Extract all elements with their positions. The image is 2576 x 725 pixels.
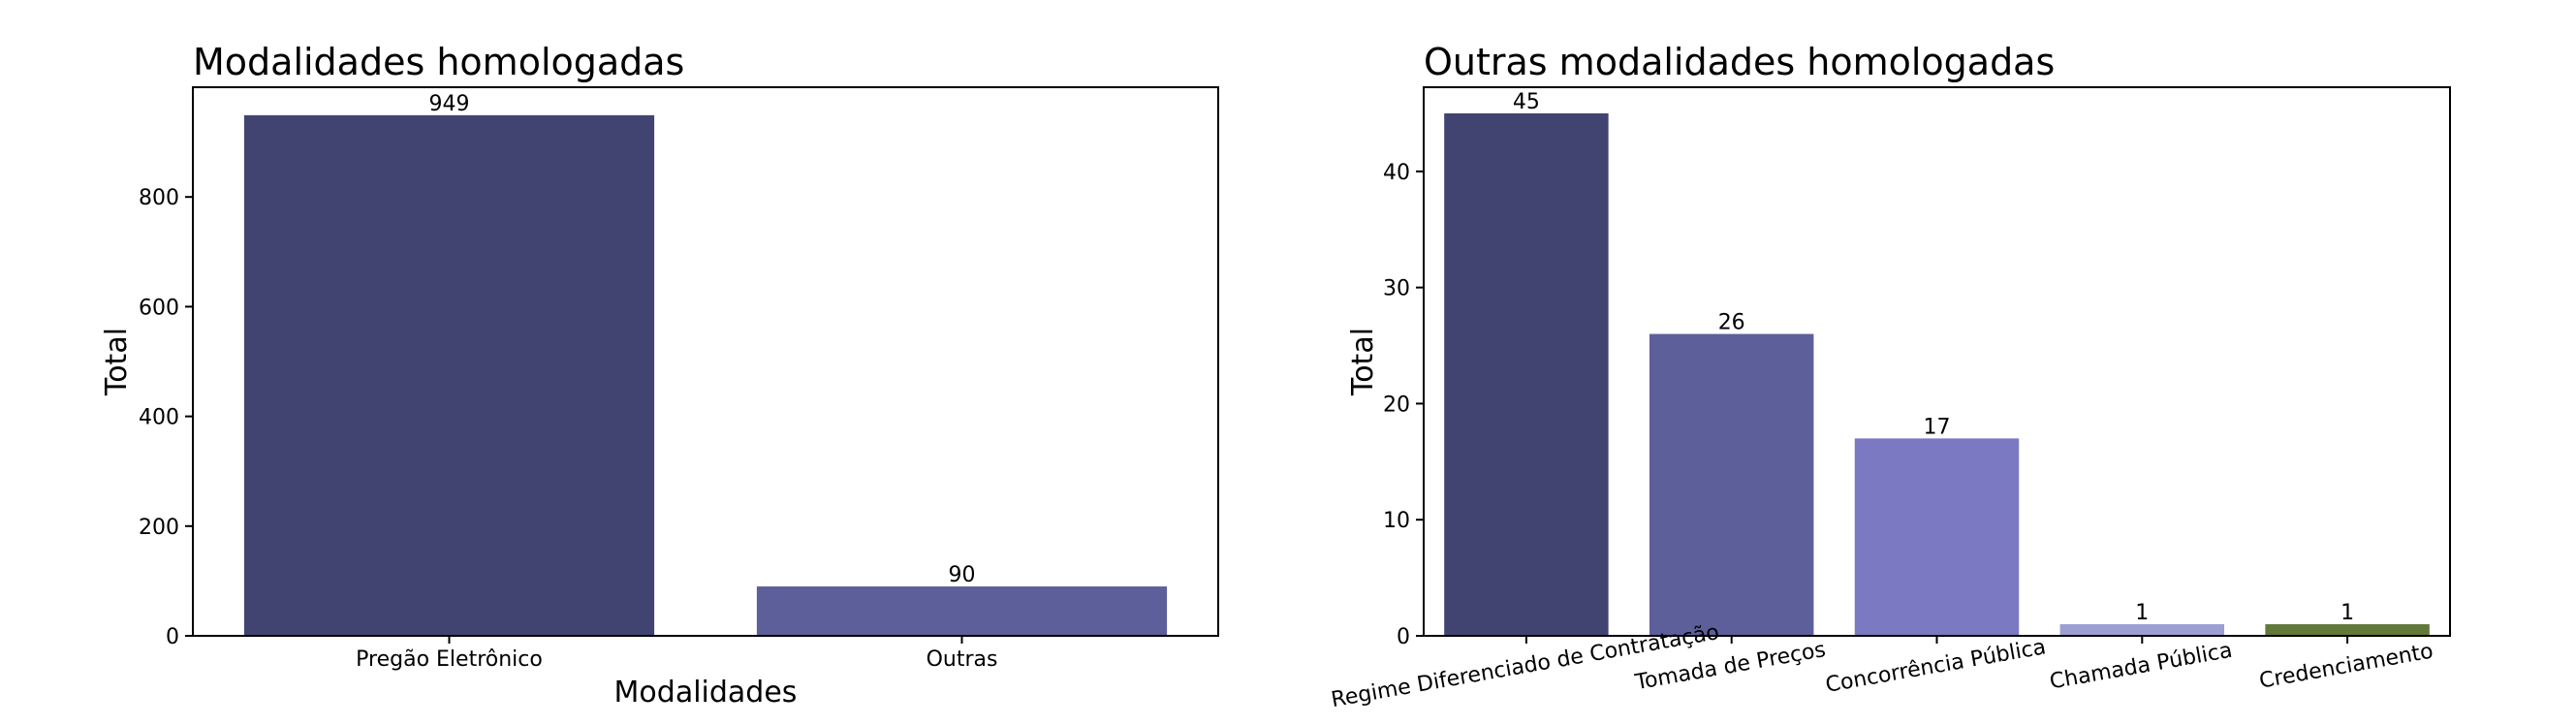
bar-value-label: 949 <box>429 92 470 116</box>
y-axis-ticks: 0 200 400 600 800 <box>139 186 193 649</box>
x-tick-label: Credenciamento <box>2257 640 2435 694</box>
y-tick-label: 0 <box>1397 625 1410 649</box>
bar <box>243 114 655 637</box>
bar <box>2265 624 2430 636</box>
y-tick-label: 30 <box>1383 277 1410 301</box>
x-tick-label: Pregão Eletrônico <box>356 647 543 672</box>
chart-title: Outras modalidades homologadas <box>1424 41 2055 83</box>
bar-value-label: 45 <box>1513 90 1540 114</box>
bar-value-label: 26 <box>1718 311 1745 335</box>
x-axis-ticks: Pregão Eletrônico Outras <box>356 636 997 672</box>
y-tick-label: 0 <box>166 625 179 649</box>
y-tick-label: 40 <box>1383 161 1410 185</box>
bar <box>2059 624 2225 636</box>
plot-frame <box>1423 86 2451 637</box>
y-tick-label: 10 <box>1383 509 1410 533</box>
x-tick-label: Concorrência Pública <box>1824 635 2048 698</box>
chart-outras-modalidades-homologadas: Outras modalidades homologadas Total 45 2… <box>1330 41 2451 712</box>
chart-modalidades-homologadas: Modalidades homologadas Total Modalidade… <box>100 41 1219 709</box>
bar-value-label: 1 <box>2340 601 2354 625</box>
y-axis-label: Total <box>100 328 134 396</box>
y-tick-label: 200 <box>139 516 179 540</box>
y-axis-label: Total <box>1346 328 1380 396</box>
y-tick-label: 20 <box>1383 393 1410 417</box>
bar <box>1444 112 1609 636</box>
x-axis-label: Modalidades <box>614 676 798 709</box>
bar-value-label: 90 <box>949 563 976 587</box>
bar <box>1854 438 2020 636</box>
bar <box>756 586 1168 636</box>
y-tick-label: 400 <box>139 406 179 430</box>
bar <box>1649 333 1814 636</box>
y-axis-ticks: 0 10 20 30 40 <box>1383 161 1424 649</box>
y-tick-label: 600 <box>139 296 179 320</box>
x-tick-label: Chamada Pública <box>2048 639 2234 695</box>
bar-value-label: 17 <box>1924 415 1951 439</box>
plot-frame <box>192 86 1219 637</box>
bar-group: 45 26 17 1 1 <box>1444 90 2430 636</box>
x-tick-label: Outras <box>927 647 998 672</box>
chart-title: Modalidades homologadas <box>193 41 684 83</box>
y-tick-label: 800 <box>139 186 179 210</box>
bar-value-label: 1 <box>2135 601 2149 625</box>
bar-group: 949 90 <box>243 92 1168 637</box>
